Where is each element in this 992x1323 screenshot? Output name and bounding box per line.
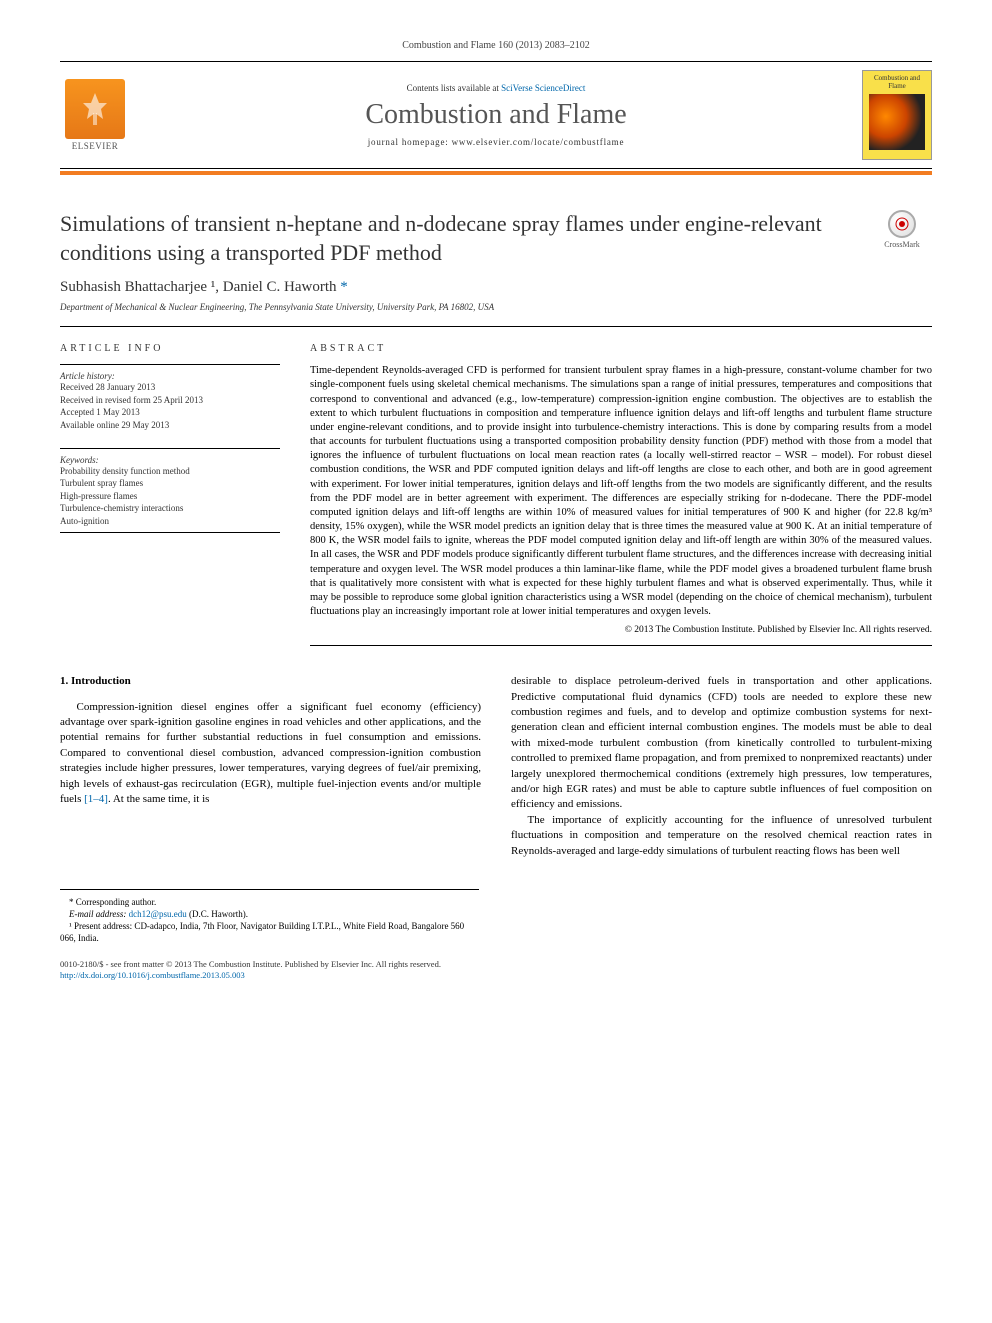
article-title: Simulations of transient n-heptane and n… xyxy=(60,210,872,267)
email-link[interactable]: dch12@psu.edu xyxy=(129,909,187,919)
body-paragraph: The importance of explicitly accounting … xyxy=(511,813,932,859)
citation-link[interactable]: [1–4] xyxy=(84,793,108,805)
body-left-column: 1. Introduction Compression-ignition die… xyxy=(60,674,481,859)
elsevier-label: ELSEVIER xyxy=(72,141,119,151)
doi-link[interactable]: http://dx.doi.org/10.1016/j.combustflame… xyxy=(60,970,245,980)
elsevier-logo[interactable]: ELSEVIER xyxy=(60,70,130,160)
info-rule-1 xyxy=(60,364,280,365)
history-list: Received 28 January 2013 Received in rev… xyxy=(60,381,280,431)
footnote-corresponding: * Corresponding author. xyxy=(60,896,479,908)
abstract-copyright: © 2013 The Combustion Institute. Publish… xyxy=(310,625,932,635)
footer-copyright: 0010-2180/$ - see front matter © 2013 Th… xyxy=(60,959,932,970)
body-section: 1. Introduction Compression-ignition die… xyxy=(60,674,932,859)
abstract-heading: ABSTRACT xyxy=(310,343,932,354)
footnotes: * Corresponding author. E-mail address: … xyxy=(60,889,479,945)
journal-name: Combustion and Flame xyxy=(140,99,852,131)
crossmark-label: CrossMark xyxy=(884,240,920,249)
history-item: Available online 29 May 2013 xyxy=(60,419,280,432)
cover-title: Combustion and Flame xyxy=(867,75,927,90)
section-heading: 1. Introduction xyxy=(60,674,481,689)
info-rule-2 xyxy=(60,448,280,449)
para-tail: . At the same time, it is xyxy=(108,793,209,805)
citation-header: Combustion and Flame 160 (2013) 2083–210… xyxy=(60,40,932,51)
history-item: Accepted 1 May 2013 xyxy=(60,406,280,419)
keyword-item: Auto-ignition xyxy=(60,515,280,528)
keyword-item: High-pressure flames xyxy=(60,490,280,503)
email-tail: (D.C. Haworth). xyxy=(187,909,248,919)
orange-bar xyxy=(60,171,932,175)
masthead-center: Contents lists available at SciVerse Sci… xyxy=(140,70,852,160)
article-info: ARTICLE INFO Article history: Received 2… xyxy=(60,343,280,646)
authors-text: Subhasish Bhattacharjee ¹, Daniel C. Haw… xyxy=(60,279,340,295)
footnote-present-address: ¹ Present address: CD-adapco, India, 7th… xyxy=(60,920,479,944)
keyword-item: Turbulence-chemistry interactions xyxy=(60,502,280,515)
info-heading: ARTICLE INFO xyxy=(60,343,280,354)
email-label: E-mail address: xyxy=(69,909,129,919)
info-rule-3 xyxy=(60,532,280,533)
keywords-block: Keywords: Probability density function m… xyxy=(60,448,280,533)
body-paragraph: desirable to displace petroleum-derived … xyxy=(511,674,932,813)
page-footer: 0010-2180/$ - see front matter © 2013 Th… xyxy=(60,959,932,981)
authors: Subhasish Bhattacharjee ¹, Daniel C. Haw… xyxy=(60,279,932,296)
crossmark-icon xyxy=(888,210,916,238)
affiliation: Department of Mechanical & Nuclear Engin… xyxy=(60,302,932,312)
elsevier-tree-icon xyxy=(65,79,125,139)
footnote-email: E-mail address: dch12@psu.edu (D.C. Hawo… xyxy=(60,908,479,920)
abstract: ABSTRACT Time-dependent Reynolds-average… xyxy=(310,343,932,646)
body-paragraph: Compression-ignition diesel engines offe… xyxy=(60,700,481,808)
masthead: ELSEVIER Contents lists available at Sci… xyxy=(60,62,932,169)
history-item: Received 28 January 2013 xyxy=(60,381,280,394)
abstract-bottom-rule xyxy=(310,645,932,646)
cover-image xyxy=(869,94,925,150)
sciencedirect-link[interactable]: SciVerse ScienceDirect xyxy=(501,83,585,93)
keyword-item: Turbulent spray flames xyxy=(60,477,280,490)
para-text: Compression-ignition diesel engines offe… xyxy=(60,701,481,805)
keywords-label: Keywords: xyxy=(60,455,280,465)
contents-text: Contents lists available at xyxy=(407,83,501,93)
crossmark-badge[interactable]: CrossMark xyxy=(872,210,932,250)
history-label: Article history: xyxy=(60,371,280,381)
corresponding-marker[interactable]: * xyxy=(340,279,348,295)
article-header: Simulations of transient n-heptane and n… xyxy=(60,210,932,267)
meta-abstract-row: ARTICLE INFO Article history: Received 2… xyxy=(60,327,932,646)
abstract-text: Time-dependent Reynolds-averaged CFD is … xyxy=(310,364,932,619)
body-right-column: desirable to displace petroleum-derived … xyxy=(511,674,932,859)
keywords-list: Probability density function method Turb… xyxy=(60,465,280,528)
journal-cover[interactable]: Combustion and Flame xyxy=(862,70,932,160)
keyword-item: Probability density function method xyxy=(60,465,280,478)
history-item: Received in revised form 25 April 2013 xyxy=(60,394,280,407)
homepage-line: journal homepage: www.elsevier.com/locat… xyxy=(140,137,852,147)
contents-line: Contents lists available at SciVerse Sci… xyxy=(140,83,852,93)
